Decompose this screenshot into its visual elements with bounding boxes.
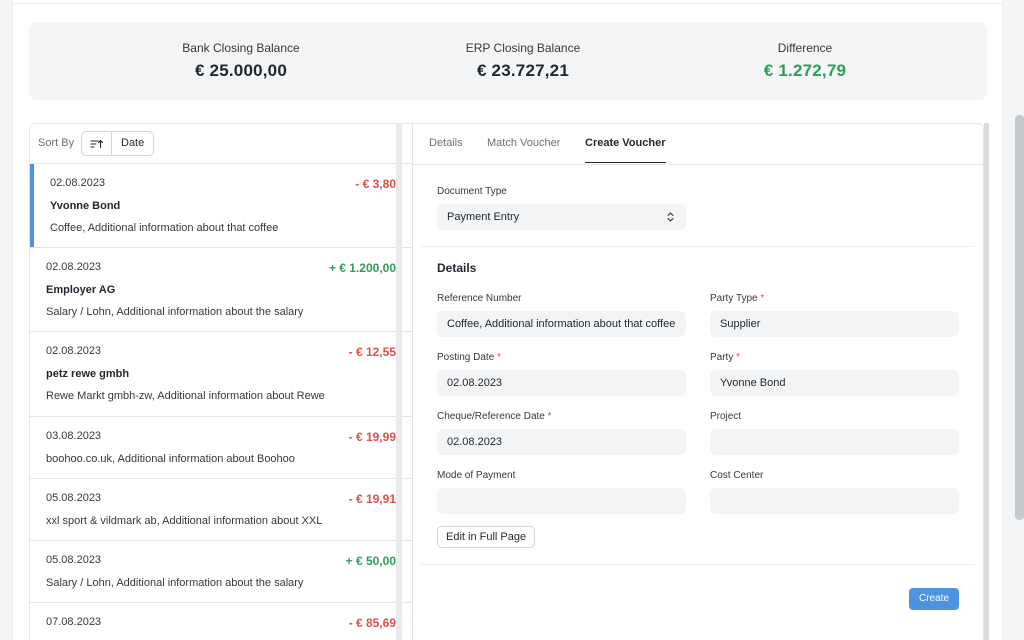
transaction-party: Yvonne Bond [50,200,121,212]
section-divider [421,564,975,565]
transaction-date: 07.08.2023 [46,616,102,628]
required-mark: * [497,352,501,363]
sort-ascending-icon [90,139,103,148]
transaction-amount: + € 1.200,00 [328,261,396,275]
tab-create-voucher[interactable]: Create Voucher [585,137,666,163]
balance-summary: Bank Closing Balance € 25.000,00 ERP Clo… [29,22,987,100]
transaction-item[interactable]: 05.08.2023 + € 50,00 Salary / Lohn, Addi… [30,541,412,603]
bank-closing-balance: Bank Closing Balance € 25.000,00 [141,22,341,81]
project-input[interactable] [710,429,959,455]
difference-label: Difference [777,41,833,55]
transaction-item[interactable]: 07.08.2023 - € 85,69 [30,603,412,640]
transaction-party: Employer AG [46,284,116,296]
project-label: Project [710,411,742,422]
transaction-amount: - € 3,80 [355,177,396,191]
transaction-description: boohoo.co.uk, Additional information abo… [46,453,295,465]
required-mark: * [760,293,765,304]
edit-in-full-page-button[interactable]: Edit in Full Page [437,526,536,548]
transaction-list-panel: Sort By Date 02.08.2023 - € 3,80 Yvonne … [29,123,412,640]
party-type-label: Party Type * [710,293,765,304]
transaction-date: 05.08.2023 [46,554,102,566]
tab-match-voucher[interactable]: Match Voucher [487,137,561,149]
create-button[interactable]: Create [909,588,959,610]
posting-date-input[interactable]: 02.08.2023 [437,370,686,396]
mode-of-payment-label: Mode of Payment [437,470,516,481]
transaction-list-scrollbar[interactable] [396,123,402,640]
transaction-description: Rewe Markt gmbh-zw, Additional informati… [46,390,325,402]
sort-order-button[interactable] [82,132,112,155]
required-mark: * [547,411,552,422]
top-strip [13,0,1002,4]
sort-field-button[interactable]: Date [121,137,145,149]
transaction-amount: - € 19,91 [348,492,396,506]
transaction-item[interactable]: 02.08.2023 - € 12,55 petz rewe gmbh Rewe… [30,332,412,417]
sort-by-label: Sort By [38,137,75,149]
voucher-panel: Details Match Voucher Create Voucher Doc… [412,123,984,640]
cheque-reference-date-input[interactable]: 02.08.2023 [437,429,686,455]
transaction-description: Coffee, Additional information about tha… [50,222,279,234]
document-type-value: Payment Entry [447,211,520,223]
details-section-title: Details [437,261,477,275]
transaction-date: 02.08.2023 [46,345,102,357]
party-label: Party * [710,352,741,363]
transaction-date: 02.08.2023 [50,177,106,189]
erp-closing-balance: ERP Closing Balance € 23.727,21 [423,22,623,81]
transaction-item[interactable]: 03.08.2023 - € 19,99 boohoo.co.uk, Addit… [30,417,412,479]
cheque-reference-date-label: Cheque/Reference Date * [437,411,552,422]
transaction-party: petz rewe gmbh [46,368,130,380]
mode-of-payment-input[interactable] [437,488,686,514]
document-type-label: Document Type [437,186,507,197]
transaction-amount: - € 85,69 [348,616,396,630]
bank-closing-balance-label: Bank Closing Balance [182,41,300,55]
sort-bar: Sort By Date [30,124,412,164]
party-input[interactable]: Yvonne Bond [710,370,959,396]
bank-closing-balance-value: € 25.000,00 [194,61,287,80]
voucher-tabs: Details Match Voucher Create Voucher [413,124,983,165]
transaction-item[interactable]: 05.08.2023 - € 19,91 xxl sport & vildmar… [30,479,412,541]
transaction-amount: + € 50,00 [345,554,396,568]
required-mark: * [736,352,741,363]
section-divider [421,246,975,247]
reference-number-input[interactable]: Coffee, Additional information about tha… [437,311,686,337]
transaction-description: xxl sport & vildmark ab, Additional info… [46,515,323,527]
transaction-amount: - € 12,55 [348,345,396,359]
cost-center-input[interactable] [710,488,959,514]
sort-selector: Date [81,131,155,156]
transaction-description: Salary / Lohn, Additional information ab… [46,577,304,589]
tab-details[interactable]: Details [429,137,463,149]
party-type-input[interactable]: Supplier [710,311,959,337]
page: Bank Closing Balance € 25.000,00 ERP Clo… [12,0,1003,640]
document-type-select[interactable]: Payment Entry [437,204,686,230]
page-scrollbar[interactable] [1015,115,1024,520]
transaction-date: 03.08.2023 [46,430,102,442]
reference-number-label: Reference Number [437,293,522,304]
transaction-description: Salary / Lohn, Additional information ab… [46,306,304,318]
transaction-date: 05.08.2023 [46,492,102,504]
erp-closing-balance-value: € 23.727,21 [476,61,569,80]
difference: Difference € 1.272,79 [705,22,905,81]
transaction-item[interactable]: 02.08.2023 - € 3,80 Yvonne Bond Coffee, … [30,164,412,248]
transaction-item[interactable]: 02.08.2023 + € 1.200,00 Employer AG Sala… [30,248,412,332]
cost-center-label: Cost Center [710,470,764,481]
posting-date-label: Posting Date * [437,352,501,363]
erp-closing-balance-label: ERP Closing Balance [465,41,581,55]
difference-value: € 1.272,79 [763,61,847,80]
voucher-panel-scrollbar[interactable] [984,123,989,640]
select-arrows-icon [667,212,674,222]
transaction-date: 02.08.2023 [46,261,102,273]
transaction-amount: - € 19,99 [348,430,396,444]
